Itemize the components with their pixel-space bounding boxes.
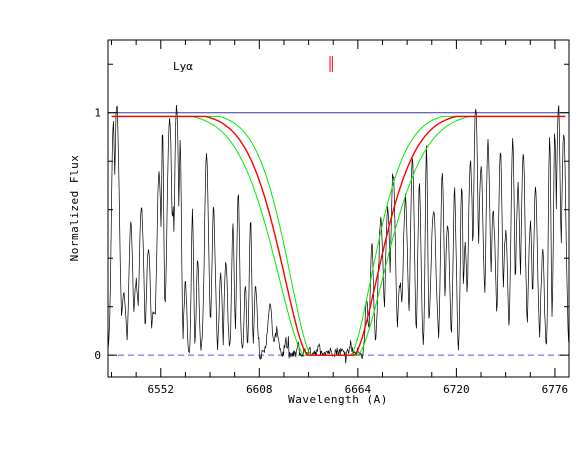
plot-frame (107, 39, 570, 378)
x-tick-label-6720: 6720 (443, 383, 470, 396)
x-tick-label-6664: 6664 (345, 383, 372, 396)
model-fit-line (111, 115, 566, 356)
ticks: 6552 6608 6664 6720 6776 0 1 (94, 40, 569, 396)
axes (107, 39, 570, 378)
y-axis-label: Normalized Flux (68, 155, 81, 262)
reference-lines (108, 56, 569, 356)
lyman-alpha-annotation: Lyα (173, 60, 193, 73)
x-axis-label: Wavelength (A) (288, 393, 388, 406)
x-tick-label-6608: 6608 (246, 383, 273, 396)
x-tick-label-6552: 6552 (148, 383, 175, 396)
y-tick-label-1: 1 (94, 107, 101, 120)
flux-series (107, 104, 569, 364)
flux-line (107, 104, 569, 364)
model-series (111, 115, 566, 356)
y-tick-label-0: 0 (94, 349, 101, 362)
x-tick-label-6776: 6776 (542, 383, 569, 396)
